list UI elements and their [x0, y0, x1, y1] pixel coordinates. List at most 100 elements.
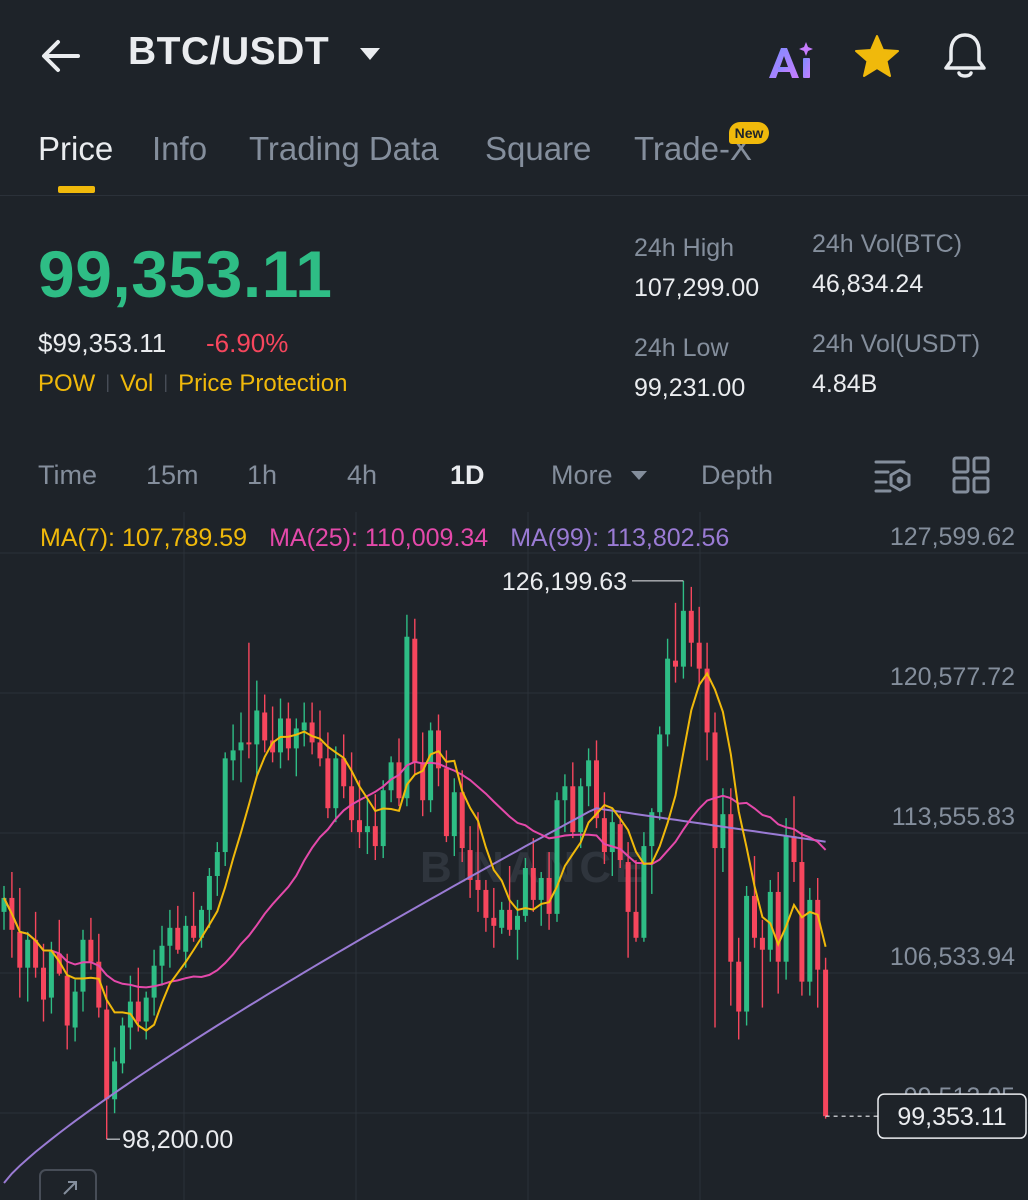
candle-body	[752, 895, 757, 938]
candle-body	[530, 868, 536, 900]
candle-body	[807, 899, 813, 982]
ma7-value: MA(7): 107,789.59	[40, 524, 248, 552]
interval-time[interactable]: Time	[38, 460, 97, 490]
candle-body	[325, 758, 331, 809]
layout-grid-icon[interactable]	[952, 456, 990, 494]
candle-body	[388, 762, 394, 791]
candle-body	[720, 814, 726, 849]
candles-layer	[1, 580, 829, 1140]
candle-body	[159, 945, 165, 966]
chart-annotations: 126,199.63 98,200.00 99,353.11	[39, 568, 1027, 1200]
candle-body	[443, 768, 449, 837]
tab-price[interactable]: Price	[38, 130, 114, 167]
candle-body	[246, 742, 252, 745]
candle-body	[428, 730, 434, 801]
candle-body	[775, 891, 781, 962]
candle-body	[206, 875, 212, 910]
candle-body	[96, 961, 102, 1008]
candle-body	[617, 824, 623, 861]
chart-grid	[0, 512, 1028, 1200]
candle-body	[688, 610, 694, 643]
candle-body	[230, 750, 236, 761]
candlestick-chart[interactable]: BINANCE 127,599.62120,577.72113,555.8310…	[0, 512, 1028, 1200]
usd-price: $99,353.11	[38, 328, 167, 358]
candle-body	[451, 792, 457, 837]
candle-body	[72, 991, 78, 1028]
ai-icon[interactable]	[766, 38, 816, 82]
candle-body	[728, 814, 734, 962]
tag-vol[interactable]: Vol	[120, 370, 154, 397]
vol-btc-label: 24h Vol(BTC)	[812, 230, 963, 258]
candle-body	[41, 967, 46, 1000]
candle-body	[467, 850, 473, 880]
low-label: 24h Low	[634, 334, 729, 362]
candle-body	[554, 800, 560, 914]
ma25-line	[3, 760, 827, 989]
candle-body	[341, 758, 347, 787]
candle-body	[135, 1001, 141, 1022]
new-badge: New	[729, 122, 769, 144]
candle-body	[665, 658, 671, 735]
candle-body	[214, 852, 220, 876]
interval-depth[interactable]: Depth	[701, 460, 774, 490]
candle-body	[80, 939, 86, 992]
candle-body	[499, 909, 505, 928]
star-icon[interactable]	[852, 33, 902, 81]
candle-body	[673, 660, 678, 667]
interval-4h[interactable]: 4h	[347, 460, 378, 490]
candle-body	[507, 909, 513, 930]
candle-body	[191, 925, 197, 938]
indicator-settings-icon[interactable]	[874, 458, 914, 494]
ma-legend: MA(7): 107,789.59 MA(25): 110,009.34 MA(99…	[40, 524, 729, 553]
ma25-value: MA(25): 110,009.34	[269, 524, 489, 552]
tab-trading-data[interactable]: Trading Data	[249, 130, 439, 167]
candle-body	[17, 931, 23, 968]
candle-body	[562, 786, 568, 801]
candle-body	[641, 846, 647, 938]
candle-body	[372, 826, 378, 847]
candle-body	[33, 939, 39, 968]
expand-arrow-icon	[63, 1181, 77, 1195]
tag-price-protection[interactable]: Price Protection	[178, 370, 348, 397]
candle-body	[104, 1009, 110, 1100]
ma-lines-layer	[3, 671, 827, 1184]
candle-body	[48, 951, 54, 998]
back-arrow-icon[interactable]	[38, 36, 84, 76]
candle-body	[744, 895, 750, 1012]
app-header: BTC/USDT	[0, 0, 1028, 110]
candle-body	[522, 868, 528, 916]
tab-square[interactable]: Square	[485, 130, 592, 167]
dropdown-caret-icon[interactable]	[358, 46, 382, 62]
bell-icon[interactable]	[940, 30, 990, 82]
candle-body	[483, 889, 489, 918]
candle-body	[349, 786, 355, 821]
more-caret-icon[interactable]	[630, 470, 648, 481]
candle-body	[25, 939, 31, 968]
candle-body	[254, 710, 260, 745]
expand-chart-icon[interactable]	[39, 1169, 97, 1200]
candle-body	[586, 760, 592, 787]
high-label: 24h High	[634, 234, 735, 262]
high-value: 107,299.00	[634, 274, 760, 302]
vol-usdt-value: 4.84B	[812, 370, 878, 398]
candle-body	[1, 897, 7, 912]
candle-body	[278, 718, 283, 753]
candle-body	[436, 730, 441, 769]
candle-body	[538, 877, 544, 900]
interval-more[interactable]: More	[551, 460, 613, 490]
candle-body	[270, 740, 276, 753]
interval-15m[interactable]: 15m	[146, 460, 199, 490]
candle-body	[799, 862, 805, 982]
candle-body	[578, 786, 584, 833]
interval-1h[interactable]: 1h	[247, 460, 278, 490]
candle-body	[357, 820, 362, 833]
y-tick-label: 120,577.72	[890, 663, 1015, 691]
tag-pow[interactable]: POW	[38, 370, 96, 397]
max-price-label: 126,199.63	[502, 568, 627, 596]
pair-title[interactable]: BTC/USDT	[128, 30, 330, 73]
y-tick-label: 106,533.94	[890, 943, 1015, 971]
candle-body	[222, 758, 228, 853]
interval-1d[interactable]: 1D	[450, 460, 485, 490]
tab-info[interactable]: Info	[152, 130, 208, 167]
candle-body	[404, 636, 410, 799]
